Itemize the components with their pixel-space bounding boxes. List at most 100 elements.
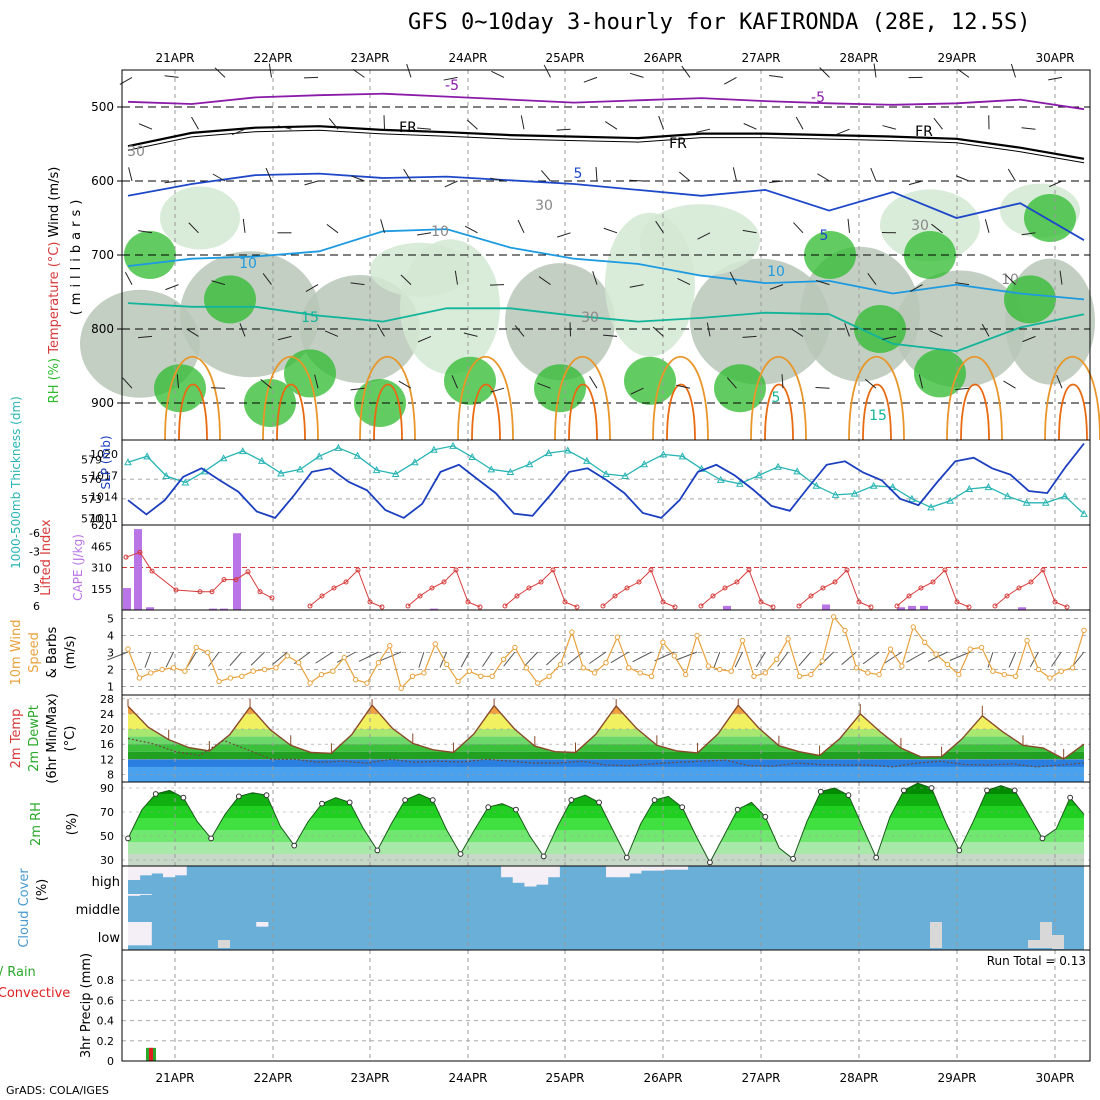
wind-speed-marker [284,653,291,659]
isotherm-20-line [262,356,319,441]
rh-marker [152,791,159,797]
top-date-label: 28APR [839,51,878,65]
rh-line [127,782,1085,864]
li-marker [307,603,313,609]
thickness-marker [774,462,782,470]
thickness-marker [602,469,610,477]
li-marker [417,593,423,599]
cape-bar [822,604,830,610]
wind-speed-marker [967,646,973,652]
wind-barb [815,386,830,389]
wind-speed-marker [796,673,803,679]
wind-speed-marker [478,673,484,679]
wind-speed-marker [455,678,461,685]
wind-speed-marker [614,634,621,640]
rh-marker [1011,787,1018,794]
thickness-marker [1022,498,1031,506]
thickness-marker [965,484,974,493]
wind-barb [870,167,877,182]
thickness-marker [277,469,285,477]
wind-speed-marker [762,670,769,676]
wind-barb [696,128,711,133]
wind-speed-marker [512,644,518,651]
wind-speed-marker [227,675,234,681]
wind-barb [122,377,133,389]
thickness-marker [946,496,955,504]
wind-speed-marker [307,680,313,686]
li-marker [758,599,764,605]
li-marker [574,604,580,610]
cloud-level-label: middle [76,903,120,918]
cloud-bar [128,866,141,880]
li-marker [1004,593,1010,599]
wind-barb [176,374,179,389]
wind-barb [443,76,458,81]
li-line [896,569,970,608]
wind-barb [1049,180,1063,188]
isotherm-25-line [960,383,990,441]
wind-barb [918,374,923,389]
wind-speed-marker [375,660,382,666]
wind-barb [815,280,830,286]
wind-barb [781,374,784,389]
wind-barb [629,72,644,78]
li-marker [453,567,459,573]
precip-legend-total: Total / Rain [0,965,36,980]
rh-shading [640,204,760,277]
wind-barb [417,232,432,236]
li-marker [221,577,227,583]
li-tick-label: -6 [29,527,40,540]
isotherm-line [127,125,1085,160]
wind-barb [439,651,448,668]
rh-marker [513,806,519,813]
wind-barb [165,284,179,291]
contour-label: 10 [431,224,449,240]
bottom-date-label: 26APR [643,1071,682,1085]
wind-barb [380,651,402,661]
cloud-bar [606,866,619,878]
wind-speed-marker [159,666,165,673]
rh-shading [160,186,240,250]
li-tick-label: 0 [33,564,40,577]
wind-barb [790,328,804,337]
cloud-bar [547,866,560,878]
wind-barb [454,270,458,285]
wind-speed-marker [318,671,325,678]
wind-barb [212,173,226,182]
temp-ylabel-part: (°C) [63,726,78,752]
wind-barb [262,273,272,285]
thickness-marker [793,467,802,475]
contour-label: 10 [1001,272,1019,288]
li-marker [722,585,728,591]
wind-barb [191,116,199,130]
cape-ylabel: CAPE (J/kg) [71,534,85,601]
contour-label: 5 [574,166,583,182]
dewpoint-line [127,737,1085,768]
wind-ylabel-part: Speed [27,632,42,673]
bottom-date-label: 28APR [839,1071,878,1085]
rh-marker [485,804,492,811]
li-marker [269,595,275,601]
rh-high-shading [1004,275,1056,324]
rh-high-shading [444,356,496,405]
contour-label: 10 [239,256,257,272]
cloud-bar [524,866,537,887]
rh-marker [1039,835,1046,842]
isotherm-25-line [568,383,598,441]
cape-bar [723,605,731,610]
wind-speed-marker [193,644,199,651]
wind-barb [138,335,153,339]
wind-speed-marker [352,677,359,683]
wind-barb [929,330,943,337]
cape-tick-label: 310 [91,562,112,575]
wind-barb [610,651,630,664]
wind-speed-marker [682,671,689,678]
wind-speed-marker [500,656,507,662]
wind-speed-marker [990,668,996,674]
cloud-bar [218,940,230,948]
wind-speed-marker [125,646,131,652]
wind-speed-marker [899,663,905,669]
wind-barb [743,123,757,130]
wind-barb [546,651,561,666]
cloud-background [128,866,1084,950]
